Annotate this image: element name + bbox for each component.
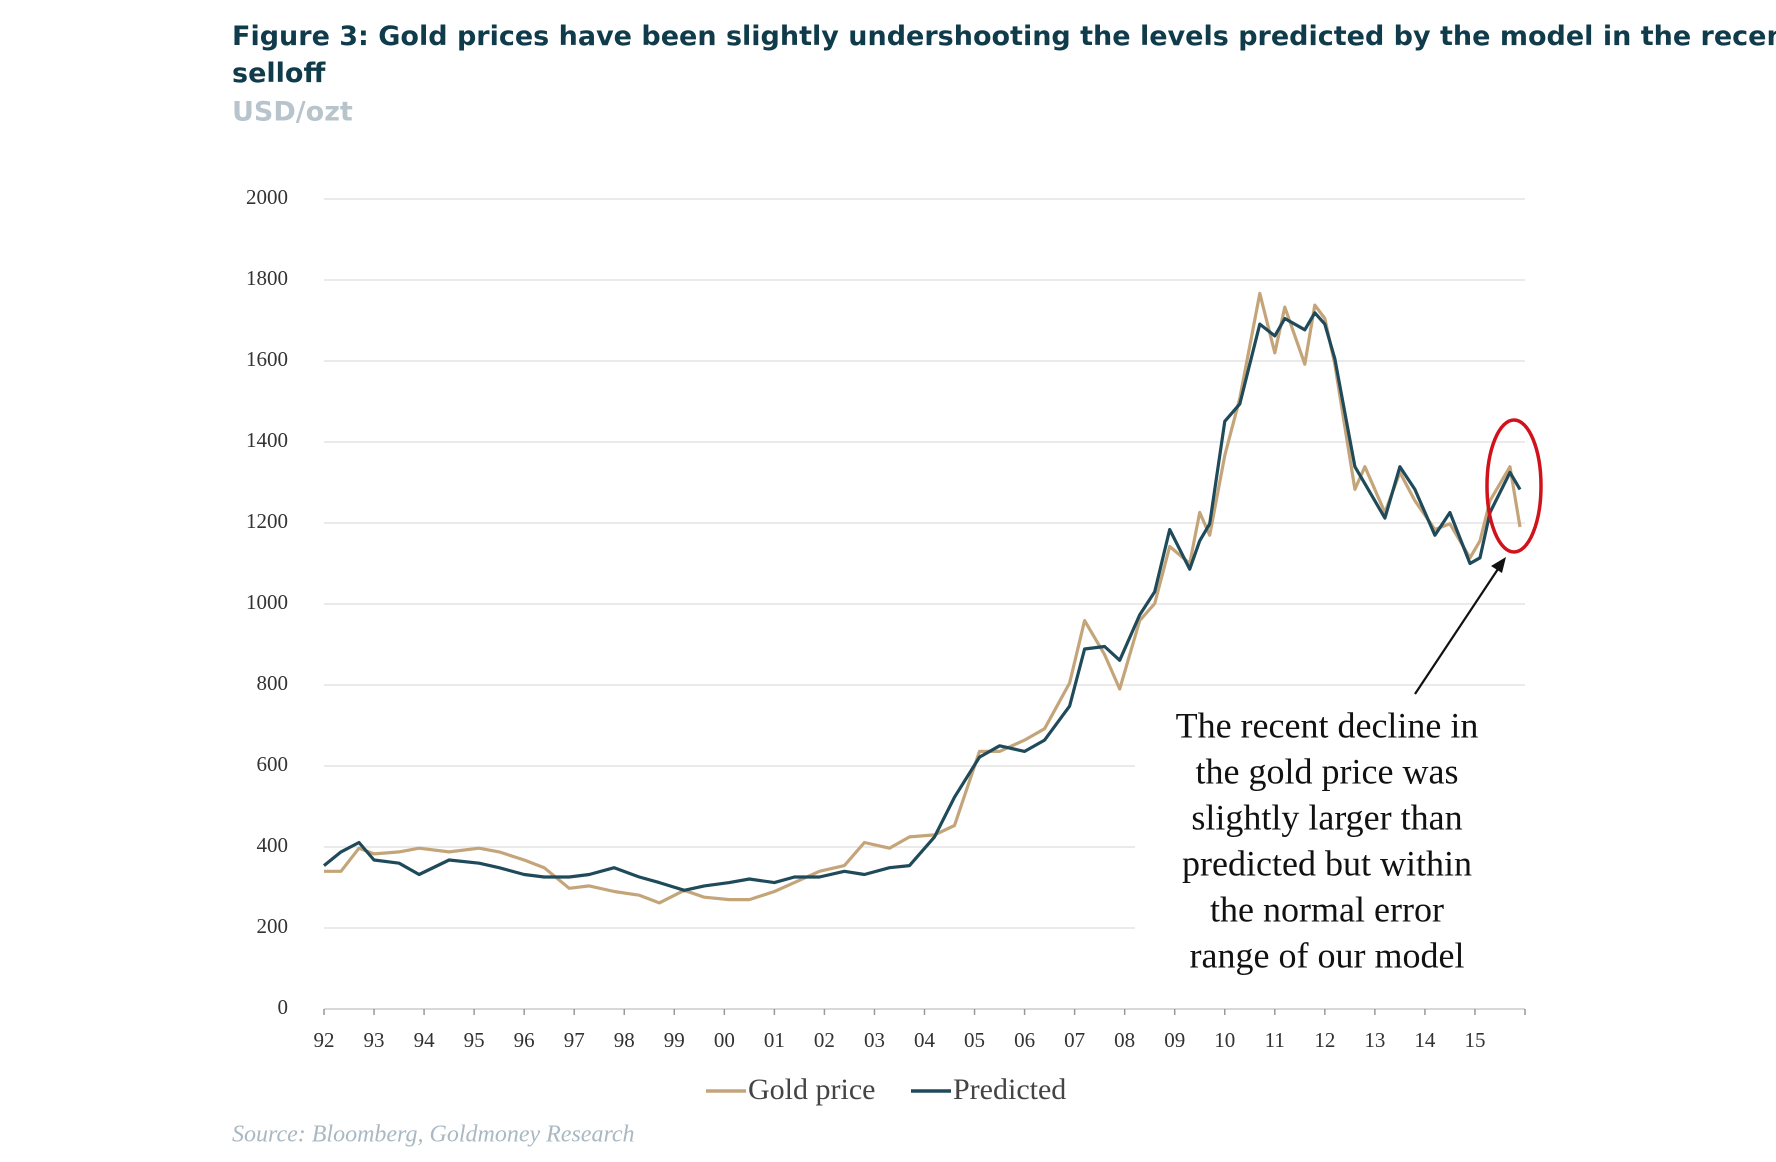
x-tick-label: 96 [514, 1028, 535, 1052]
source: Source: Bloomberg, Goldmoney Research [232, 1122, 635, 1148]
y-tick-label: 800 [257, 671, 289, 695]
annotation-bg [1135, 700, 1525, 985]
annotation-text: the gold price was [1196, 751, 1459, 791]
x-tick-label: 13 [1364, 1028, 1385, 1052]
x-tick-label: 06 [1014, 1028, 1035, 1052]
x-tick-label: 12 [1314, 1028, 1335, 1052]
x-tick-label: 04 [914, 1028, 936, 1052]
title-line: selloff [232, 58, 326, 89]
x-tick-label: 00 [714, 1028, 735, 1052]
x-tick-label: 05 [964, 1028, 985, 1052]
y-tick-label: 1400 [246, 428, 288, 452]
arrow-head [1491, 557, 1506, 573]
x-tick-label: 03 [864, 1028, 885, 1052]
y-tick-label: 2000 [246, 185, 288, 209]
x-tick-label: 08 [1114, 1028, 1135, 1052]
highlight-ellipse [1485, 418, 1543, 554]
chart-subtitle: USD/ozt [232, 97, 353, 128]
title-line: Figure 3: Gold prices have been slightly… [232, 21, 1776, 52]
y-tick-label: 400 [257, 833, 289, 857]
y-tick-label: 1800 [246, 266, 288, 290]
annotation-arrow [1414, 565, 1501, 695]
y-tick-label: 0 [278, 995, 289, 1019]
x-tick-label: 97 [564, 1028, 585, 1052]
annotation-text: slightly larger than [1191, 797, 1462, 837]
y-tick-label: 1600 [246, 347, 288, 371]
x-tick-label: 14 [1414, 1028, 1436, 1052]
y-tick-label: 600 [257, 752, 289, 776]
y-tick-label: 1200 [246, 509, 288, 533]
x-tick-label: 01 [764, 1028, 785, 1052]
y-tick-label: 200 [257, 914, 289, 938]
annotation-text: range of our model [1190, 935, 1465, 975]
x-tick-label: 09 [1164, 1028, 1185, 1052]
x-tick-label: 93 [364, 1028, 385, 1052]
x-tick-label: 15 [1464, 1028, 1485, 1052]
legend-label: Gold price [748, 1073, 875, 1106]
annotation-text: The recent decline in [1176, 705, 1479, 745]
x-tick-label: 95 [464, 1028, 485, 1052]
series-line [322, 311, 1522, 892]
x-tick-label: 92 [314, 1028, 335, 1052]
x-tick-label: 99 [664, 1028, 685, 1052]
annotation-text: predicted but within [1182, 843, 1472, 883]
x-tick-label: 98 [614, 1028, 635, 1052]
chart-title: Figure 3: Gold prices have been slightly… [232, 21, 1776, 89]
x-tick-label: 02 [814, 1028, 835, 1052]
x-tick-label: 11 [1265, 1028, 1285, 1052]
x-tick-label: 07 [1064, 1028, 1085, 1052]
y-tick-label: 1000 [246, 590, 288, 614]
x-tick-label: 10 [1214, 1028, 1235, 1052]
x-tick-label: 94 [414, 1028, 436, 1052]
annotation-text: the normal error [1210, 889, 1444, 929]
legend-label: Predicted [953, 1073, 1066, 1106]
